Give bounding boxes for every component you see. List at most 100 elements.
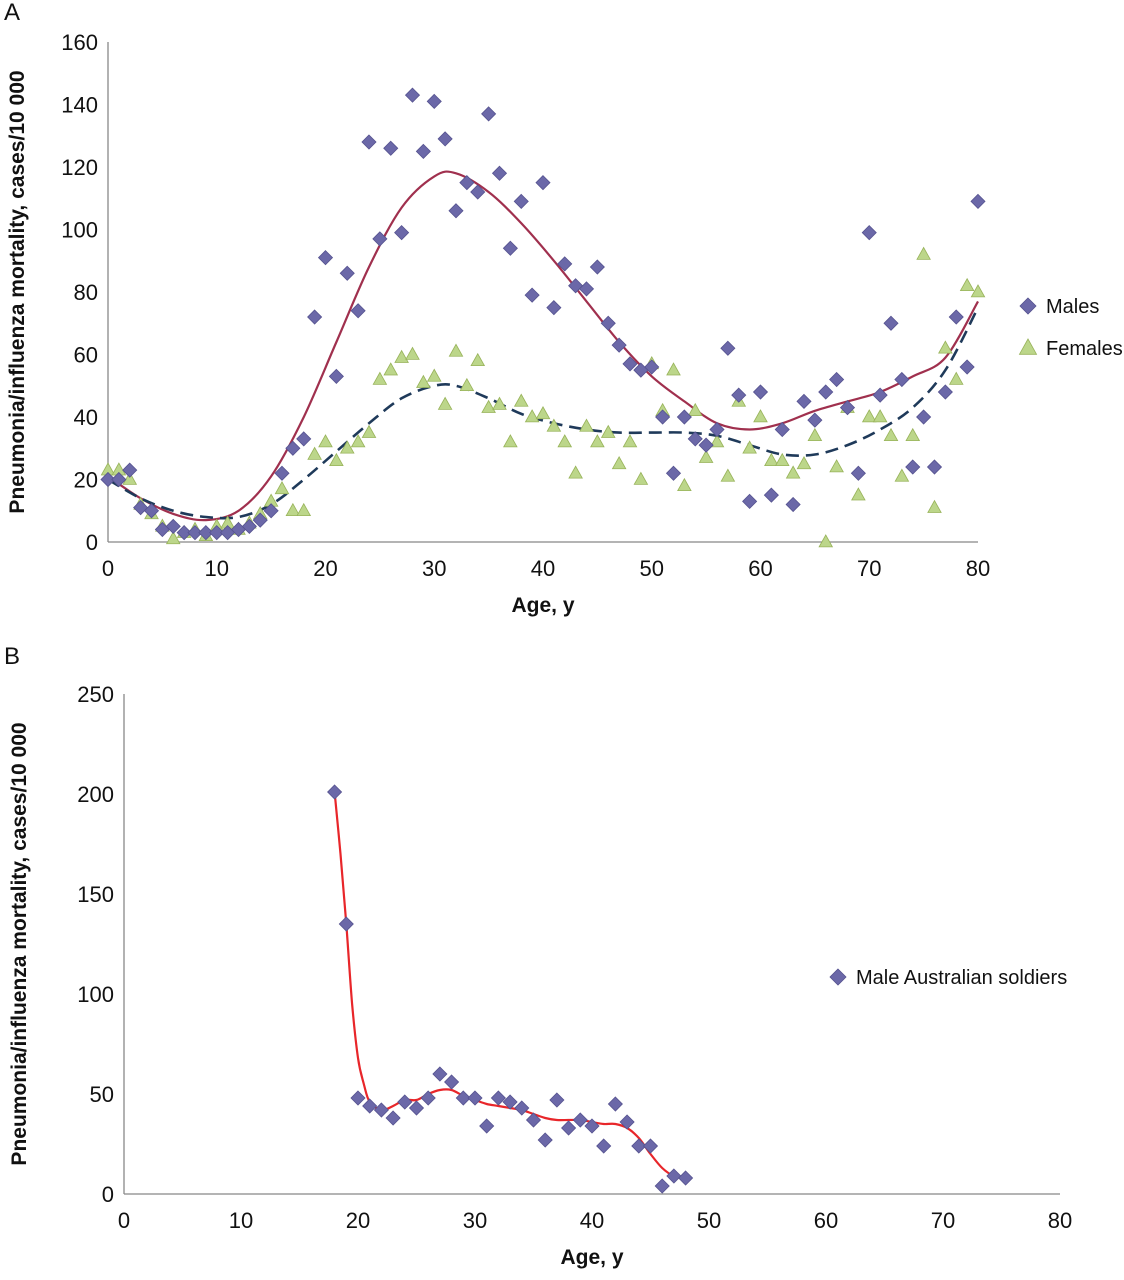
data-point-males xyxy=(568,278,584,294)
data-point-males xyxy=(557,256,573,272)
data-point-males xyxy=(948,309,964,325)
data-point-males xyxy=(448,203,464,219)
data-point-females xyxy=(677,477,692,492)
y-tick-label: 140 xyxy=(61,93,98,118)
x-tick-label: 50 xyxy=(697,1208,721,1233)
data-point-males xyxy=(502,240,518,256)
data-point-females xyxy=(764,452,779,467)
data-point-males xyxy=(241,518,257,534)
data-point-males xyxy=(524,287,540,303)
data-point-females xyxy=(459,377,475,392)
data-point-females xyxy=(916,246,931,260)
y-tick-label: 50 xyxy=(90,1082,114,1107)
data-point-males xyxy=(296,431,312,447)
data-point-females xyxy=(970,284,986,298)
data-point-males xyxy=(209,525,225,541)
data-point-male-australian-soldiers xyxy=(467,1090,483,1106)
x-tick-label: 80 xyxy=(966,556,990,581)
data-point-females xyxy=(905,427,921,442)
data-point-females xyxy=(513,393,529,407)
data-point-females xyxy=(861,409,877,423)
data-point-females xyxy=(274,481,290,495)
y-tick-label: 0 xyxy=(102,1182,114,1207)
data-point-males xyxy=(481,106,497,122)
data-point-males xyxy=(546,300,562,316)
data-point-females xyxy=(796,456,812,470)
data-point-females xyxy=(579,418,594,432)
data-point-males xyxy=(709,421,725,438)
data-point-males xyxy=(176,525,192,541)
data-point-females xyxy=(807,427,823,442)
data-point-male-australian-soldiers xyxy=(514,1100,530,1116)
data-point-males xyxy=(491,165,508,181)
panel-a-data-points xyxy=(100,87,986,548)
y-tick-label: 60 xyxy=(74,343,98,368)
data-point-females xyxy=(568,465,583,479)
data-point-males xyxy=(317,250,334,266)
data-point-males xyxy=(829,371,845,388)
data-point-females xyxy=(829,459,844,473)
data-point-females xyxy=(492,396,507,410)
x-tick-label: 10 xyxy=(229,1208,253,1233)
data-point-males xyxy=(383,140,399,156)
panel-a-letter: A xyxy=(4,0,20,26)
data-point-males xyxy=(698,437,714,453)
data-point-females xyxy=(318,434,333,448)
data-point-females xyxy=(894,468,910,482)
data-point-males xyxy=(154,521,170,538)
data-point-females xyxy=(883,427,899,442)
data-point-male-australian-soldiers xyxy=(432,1066,448,1082)
y-tick-label: 100 xyxy=(77,982,114,1007)
data-point-male-australian-soldiers xyxy=(537,1132,553,1148)
data-point-males xyxy=(187,525,203,541)
data-point-male-australian-soldiers xyxy=(444,1074,460,1090)
data-point-males xyxy=(785,496,801,513)
data-point-males xyxy=(763,487,779,503)
data-point-females xyxy=(851,487,866,501)
data-point-females xyxy=(557,434,573,448)
x-tick-label: 50 xyxy=(640,556,664,581)
x-tick-label: 40 xyxy=(580,1208,604,1233)
panel-b-fit-lines xyxy=(333,791,686,1180)
y-tick-label: 120 xyxy=(61,155,98,180)
data-point-males xyxy=(850,465,866,481)
data-point-females xyxy=(383,362,399,376)
y-tick-label: 200 xyxy=(77,782,114,807)
data-point-males xyxy=(165,518,181,534)
data-point-male-australian-soldiers xyxy=(584,1118,600,1134)
data-point-females xyxy=(416,374,431,388)
y-tick-label: 80 xyxy=(74,280,98,305)
data-point-males xyxy=(459,175,475,191)
data-point-males xyxy=(252,512,268,528)
data-point-males xyxy=(415,143,431,159)
data-point-females xyxy=(774,452,790,467)
y-tick-label: 250 xyxy=(77,682,114,707)
x-tick-label: 70 xyxy=(857,556,881,581)
x-tick-label: 30 xyxy=(463,1208,487,1233)
x-tick-label: 80 xyxy=(1048,1208,1072,1233)
x-tick-label: 0 xyxy=(102,556,114,581)
data-point-females xyxy=(959,277,975,292)
fit-line-male-australian-soldiers xyxy=(333,791,686,1180)
data-point-male-australian-soldiers xyxy=(572,1112,588,1128)
fit-line-males xyxy=(107,170,979,522)
data-point-males xyxy=(611,337,627,353)
legend-label-females: Females xyxy=(1046,338,1123,360)
data-point-females xyxy=(524,409,540,423)
data-point-male-australian-soldiers xyxy=(420,1090,436,1106)
legend-label-males: Males xyxy=(1046,296,1099,318)
panel-a-y-axis-title: Pneumonia/influenza mortality, cases/10 … xyxy=(6,70,29,513)
data-point-females xyxy=(307,446,322,460)
data-point-males xyxy=(905,459,921,475)
data-point-males xyxy=(111,471,127,488)
data-point-male-australian-soldiers xyxy=(619,1114,635,1130)
data-point-male-australian-soldiers xyxy=(327,784,343,800)
legend-label-male-australian-soldiers: Male Australian soldiers xyxy=(856,967,1067,989)
data-point-males xyxy=(796,393,812,409)
data-point-females xyxy=(122,471,138,485)
data-point-males xyxy=(926,459,943,475)
data-point-males xyxy=(622,356,638,372)
data-point-females xyxy=(448,343,464,357)
data-point-females xyxy=(590,434,605,448)
x-tick-label: 10 xyxy=(205,556,229,581)
